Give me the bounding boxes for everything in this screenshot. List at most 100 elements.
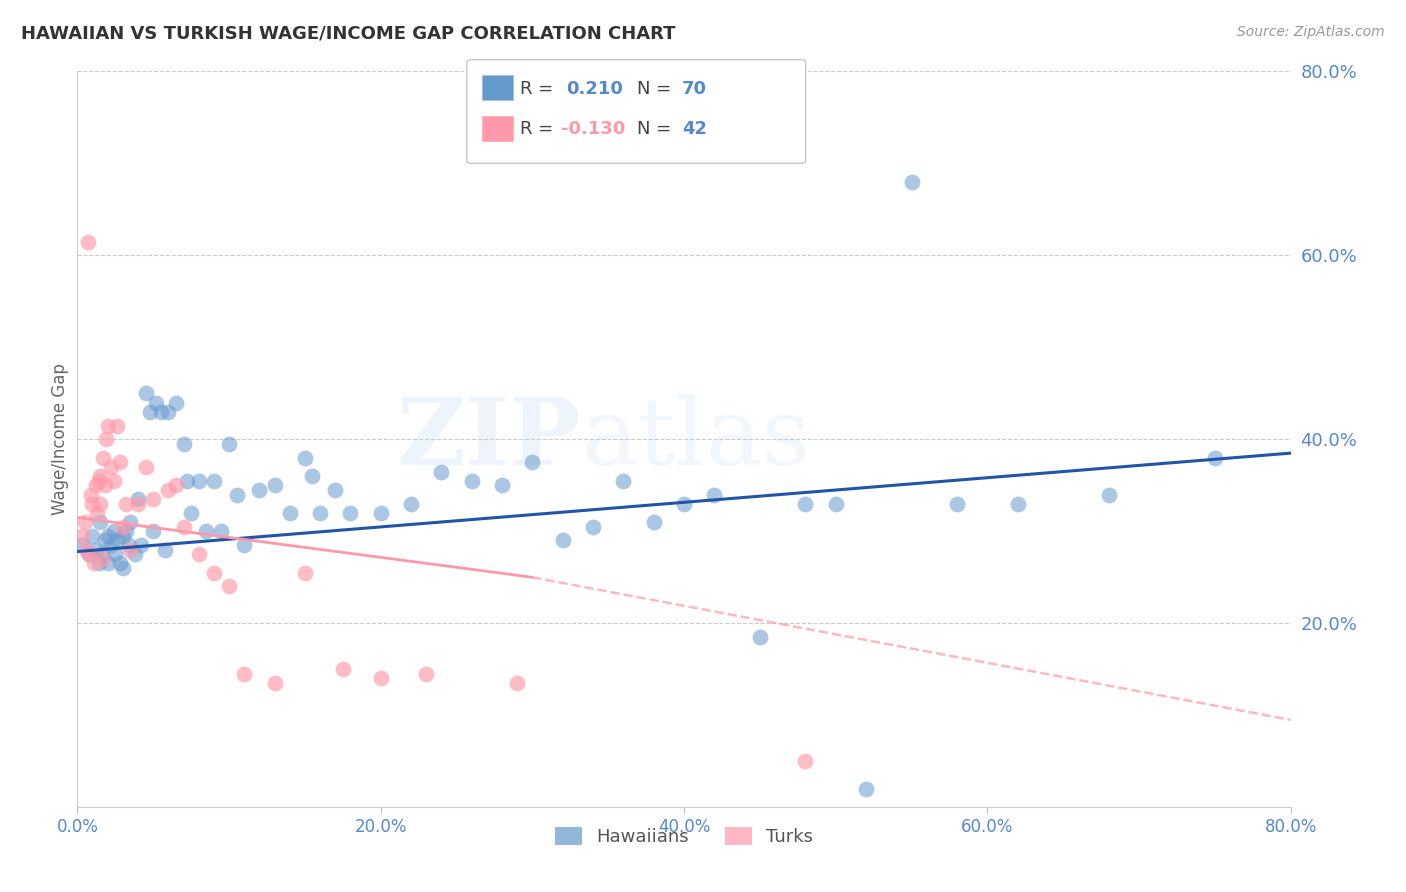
Point [120, 515, 142, 529]
Point [91, 450, 114, 465]
Point [187, 547, 209, 561]
Text: Source: ZipAtlas.com: Source: ZipAtlas.com [1237, 25, 1385, 39]
Point [111, 529, 134, 543]
Point [79, 547, 101, 561]
Point [415, 666, 437, 681]
Point [100, 459, 122, 474]
Point [90, 552, 112, 566]
Point [370, 672, 392, 686]
Point [139, 405, 162, 419]
Point [225, 487, 247, 501]
Point [97, 529, 120, 543]
Point [506, 676, 529, 690]
Text: R =: R = [520, 80, 560, 98]
Point [75, 542, 97, 557]
Text: 70: 70 [682, 80, 707, 98]
Point [294, 566, 316, 580]
Point [176, 474, 198, 488]
Point [643, 515, 665, 529]
Point [103, 474, 125, 488]
Point [84, 478, 107, 492]
Point [103, 524, 125, 539]
Point [82, 497, 104, 511]
Point [855, 781, 877, 796]
Point [522, 455, 544, 469]
Text: ZIP: ZIP [396, 394, 581, 484]
Point [135, 386, 157, 401]
Text: -0.130: -0.130 [561, 120, 626, 138]
Point [94, 432, 117, 446]
Point [460, 474, 482, 488]
Point [127, 497, 149, 511]
Point [332, 662, 354, 676]
Point [89, 497, 111, 511]
Point [145, 395, 167, 409]
Point [794, 754, 817, 768]
Point [142, 492, 165, 507]
Point [202, 566, 225, 580]
Point [129, 538, 152, 552]
Point [70, 538, 93, 552]
Point [90, 547, 112, 561]
Point [100, 538, 122, 552]
Point [748, 630, 770, 644]
Point [673, 497, 696, 511]
Point [195, 524, 218, 539]
Point [93, 478, 115, 492]
Point [233, 538, 256, 552]
Point [703, 487, 725, 501]
Legend: Hawaiians, Turks: Hawaiians, Turks [547, 820, 821, 854]
Point [946, 497, 969, 511]
Point [84, 542, 107, 557]
Point [173, 437, 195, 451]
Point [294, 450, 316, 465]
Point [124, 547, 146, 561]
Point [180, 506, 202, 520]
Point [108, 557, 131, 571]
Point [89, 469, 111, 483]
Point [1007, 497, 1029, 511]
Point [301, 469, 323, 483]
Point [218, 580, 240, 594]
Text: HAWAIIAN VS TURKISH WAGE/INCOME GAP CORRELATION CHART: HAWAIIAN VS TURKISH WAGE/INCOME GAP CORR… [21, 25, 676, 43]
Point [278, 506, 301, 520]
Point [247, 483, 270, 497]
Point [73, 515, 96, 529]
Text: N =: N = [637, 120, 676, 138]
Point [173, 519, 195, 533]
Point [430, 465, 453, 479]
Point [612, 474, 634, 488]
Point [135, 459, 157, 474]
Point [82, 529, 104, 543]
Text: 0.210: 0.210 [567, 80, 623, 98]
Point [155, 542, 177, 557]
Point [165, 478, 187, 492]
Point [399, 497, 422, 511]
Point [165, 395, 187, 409]
Point [491, 478, 513, 492]
Point [83, 557, 105, 571]
Point [187, 474, 209, 488]
Point [105, 533, 128, 548]
Text: R =: R = [520, 120, 560, 138]
Point [108, 455, 131, 469]
Point [339, 506, 361, 520]
Point [70, 529, 93, 543]
Point [1098, 487, 1121, 501]
Point [157, 405, 180, 419]
Point [582, 519, 605, 533]
Point [209, 524, 232, 539]
Point [89, 515, 111, 529]
Y-axis label: Wage/Income Gap: Wage/Income Gap [51, 363, 69, 516]
Point [115, 524, 138, 539]
Text: N =: N = [637, 80, 676, 98]
Point [86, 506, 108, 520]
Point [323, 483, 346, 497]
Point [87, 557, 110, 571]
Point [157, 483, 180, 497]
Point [80, 487, 103, 501]
Point [97, 418, 120, 433]
Point [104, 547, 127, 561]
Point [105, 418, 128, 433]
Point [1204, 450, 1226, 465]
